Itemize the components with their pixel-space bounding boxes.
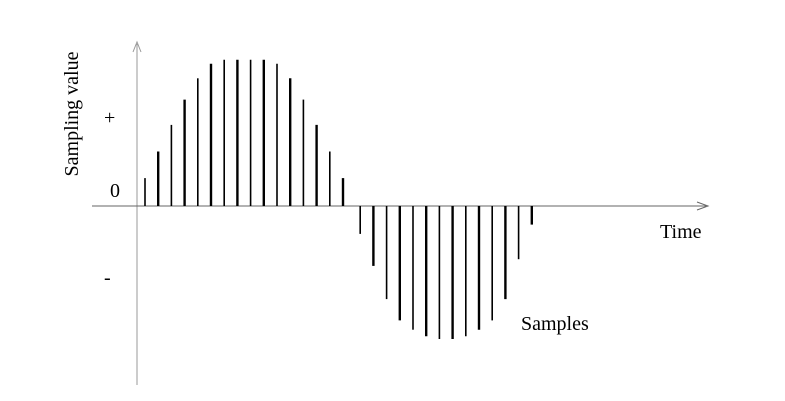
y-tick-positive: + xyxy=(104,107,115,129)
y-axis-label: Sampling value xyxy=(61,51,83,176)
y-tick-negative: - xyxy=(104,267,111,289)
y-axis-arrow xyxy=(132,40,142,53)
samples-group xyxy=(144,59,533,339)
x-axis-arrow xyxy=(696,201,710,211)
samples-annotation: Samples xyxy=(521,313,589,335)
y-tick-zero: 0 xyxy=(110,180,120,202)
x-axis-label: Time xyxy=(660,221,702,243)
